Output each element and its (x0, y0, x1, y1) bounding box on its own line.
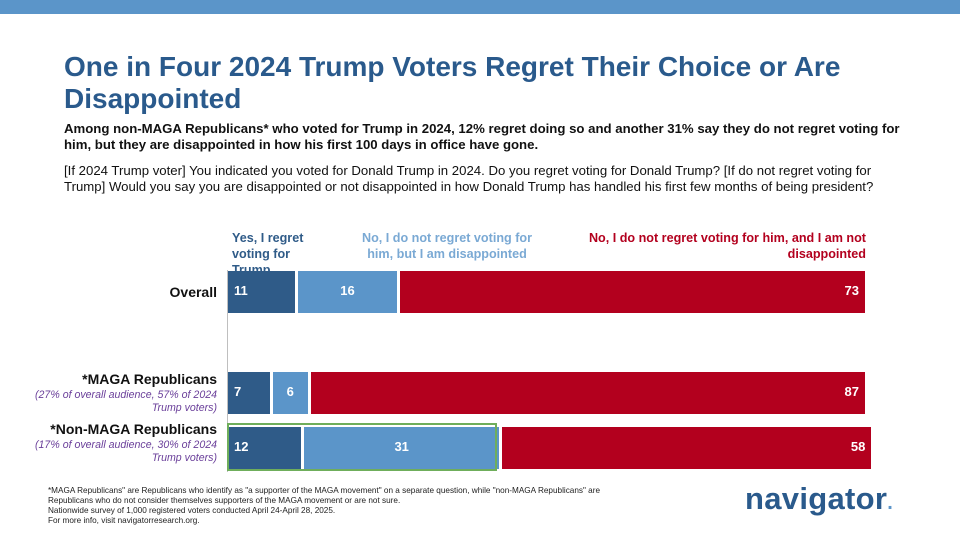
navigator-logo: navigator. (745, 481, 893, 517)
bar-value-label: 87 (844, 384, 859, 399)
top-accent-bar (0, 0, 960, 14)
row-note-maga: (27% of overall audience, 57% of 2024 Tr… (35, 389, 217, 414)
bar-value-label: 16 (340, 283, 355, 298)
bar-value-label: 58 (850, 439, 866, 454)
legend-disappointed: No, I do not regret voting for him, but … (361, 231, 532, 261)
bar-segment-non-maga-republicans-3: 58 (501, 427, 872, 469)
survey-question: [If 2024 Trump voter] You indicated you … (64, 163, 874, 194)
row-note-non-maga: (17% of overall audience, 30% of 2024 Tr… (35, 439, 217, 464)
bar-segment-maga-republicans-1: 7 (228, 372, 270, 414)
footnote: *MAGA Republicans" are Republicans who i… (48, 486, 628, 526)
row-label-overall: Overall (169, 284, 217, 300)
bar-segment-maga-republicans-2: 6 (272, 372, 308, 414)
logo-dot: . (887, 492, 894, 514)
bar-segment-overall-2: 16 (298, 271, 397, 313)
bar-segment-non-maga-republicans-2: 31 (304, 427, 499, 469)
bar-value-label: 7 (234, 384, 242, 399)
chart-axis-line (227, 270, 228, 472)
footnote-methodology: Nationwide survey of 1,000 registered vo… (48, 506, 336, 515)
page-subtitle: Among non-MAGA Republicans* who voted fo… (64, 121, 900, 152)
page-title: One in Four 2024 Trump Voters Regret The… (64, 51, 841, 114)
bar-value-label: 12 (234, 439, 249, 454)
row-label-non-maga: *Non-MAGA Republicans (50, 421, 217, 437)
footnote-more-info: For more info, visit navigatorresearch.o… (48, 516, 200, 525)
bar-segment-overall-3: 73 (399, 271, 865, 313)
logo-wordmark: navigator (745, 481, 888, 516)
bar-segment-non-maga-republicans-1: 12 (228, 427, 302, 469)
row-label-maga: *MAGA Republicans (82, 371, 217, 387)
bar-value-label: 31 (394, 439, 409, 454)
bar-value-label: 11 (234, 283, 248, 298)
bar-value-label: 6 (286, 384, 294, 399)
bar-segment-overall-1: 11 (228, 271, 296, 313)
legend-not-disappointed: No, I do not regret voting for him, and … (588, 231, 866, 261)
bar-value-label: 73 (844, 283, 859, 298)
bar-segment-maga-republicans-3: 87 (310, 372, 865, 414)
footnote-definition: *MAGA Republicans" are Republicans who i… (48, 486, 601, 505)
